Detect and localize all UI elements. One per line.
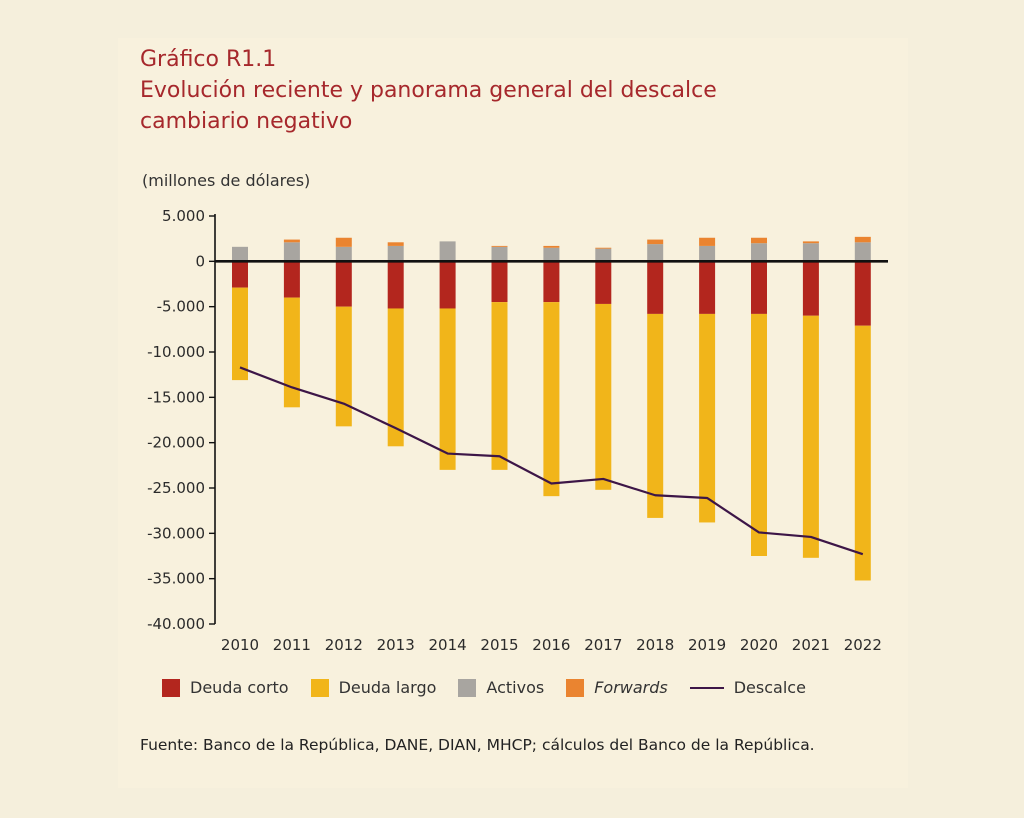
bar-deuda-corto-2016	[543, 261, 560, 303]
bar-activos-2020	[751, 243, 767, 262]
x-tick-label: 2022	[844, 636, 882, 654]
source-note: Fuente: Banco de la República, DANE, DIA…	[140, 736, 815, 754]
bar-deuda-largo-2021	[802, 315, 819, 558]
bar-activos-2016	[543, 247, 560, 262]
x-tick-label: 2017	[584, 636, 622, 654]
bar-activos-2018	[647, 244, 664, 262]
stacked-bar-chart: 5.000 0 -5.000 -10.000 -15.000 -20.000 -25.000…	[147, 207, 888, 654]
y-tick-label: -40.000	[147, 615, 205, 633]
bar-deuda-corto-2011	[283, 261, 300, 298]
figure-header: Gráfico R1.1 Evolución reciente y panora…	[140, 44, 717, 137]
bar-forwards-2011	[283, 239, 300, 243]
legend-label-forwards: Forwards	[594, 678, 668, 697]
bar-deuda-largo-2014	[439, 308, 456, 470]
bar-activos-2019	[699, 245, 716, 262]
x-tick-label: 2010	[221, 636, 259, 654]
bar-deuda-corto-2019	[699, 261, 716, 314]
y-tick-label: -10.000	[147, 343, 205, 361]
y-tick-label: -15.000	[147, 388, 205, 406]
legend-label-deuda-corto: Deuda corto	[190, 678, 289, 697]
bar-forwards-2016	[543, 245, 560, 248]
legend-item-deuda-largo: Deuda largo	[310, 678, 437, 697]
bar-activos-2010	[232, 246, 248, 262]
bar-deuda-corto-2021	[802, 261, 819, 316]
legend-swatch-forwards	[566, 678, 585, 697]
bar-deuda-largo-2017	[595, 303, 612, 490]
bar-deuda-largo-2020	[751, 313, 767, 556]
figure-title-line1: Evolución reciente y panorama general de…	[140, 78, 717, 103]
bar-deuda-largo-2011	[283, 297, 300, 408]
bar-deuda-corto-2012	[335, 261, 352, 307]
x-tick-label: 2021	[792, 636, 830, 654]
legend-label-deuda-largo: Deuda largo	[338, 678, 437, 697]
x-tick-label: 2019	[688, 636, 726, 654]
bar-deuda-largo-2010	[232, 287, 248, 381]
bar-forwards-2012	[335, 237, 352, 247]
bar-deuda-corto-2013	[387, 261, 404, 309]
bar-deuda-largo-2016	[543, 302, 560, 497]
bar-activos-2015	[491, 246, 508, 262]
bar-forwards-2017	[595, 247, 612, 249]
legend-item-activos: Activos	[458, 678, 544, 697]
bar-forwards-2015	[491, 245, 508, 247]
y-tick-label: -20.000	[147, 434, 205, 452]
y-tick-label: -30.000	[147, 524, 205, 542]
x-tick-label: 2011	[273, 636, 311, 654]
figure-label: Gráfico R1.1	[140, 47, 277, 72]
bar-deuda-largo-2018	[647, 313, 664, 518]
figure: Gráfico R1.1 Evolución reciente y panora…	[118, 38, 908, 788]
x-tick-label: 2020	[740, 636, 778, 654]
bar-forwards-2022	[854, 236, 871, 243]
y-tick-label: -25.000	[147, 479, 205, 497]
x-tick-label: 2012	[325, 636, 363, 654]
bar-activos-2013	[387, 245, 404, 262]
bar-activos-2022	[854, 242, 871, 262]
legend-swatch-deuda-corto	[162, 678, 180, 697]
x-tick-label: 2016	[532, 636, 570, 654]
bar-deuda-corto-2022	[854, 261, 871, 326]
bar-deuda-corto-2010	[232, 261, 248, 288]
y-tick-label: 0	[195, 252, 205, 270]
legend: Deuda corto Deuda largo Activos Forwards…	[162, 678, 828, 697]
bar-deuda-largo-2015	[491, 302, 508, 470]
x-tick-label: 2013	[377, 636, 415, 654]
bar-forwards-2013	[387, 242, 404, 246]
bar-deuda-largo-2019	[699, 313, 716, 523]
bar-deuda-corto-2014	[439, 261, 456, 309]
legend-swatch-activos	[458, 678, 477, 697]
bar-deuda-corto-2015	[491, 261, 508, 303]
legend-swatch-descalce	[689, 686, 724, 689]
bar-forwards-2021	[802, 241, 819, 244]
x-tick-label: 2014	[429, 636, 467, 654]
bar-deuda-corto-2018	[647, 261, 664, 314]
legend-swatch-deuda-largo	[310, 678, 329, 697]
bar-deuda-corto-2020	[751, 261, 767, 314]
legend-item-deuda-corto: Deuda corto	[162, 678, 289, 697]
legend-label-descalce: Descalce	[733, 678, 806, 697]
bar-activos-2021	[802, 243, 819, 262]
line-descalce	[239, 366, 864, 556]
legend-item-forwards: Forwards	[566, 678, 668, 697]
legend-label-activos: Activos	[486, 678, 545, 697]
bar-activos-2011	[283, 242, 300, 262]
x-tick-label: 2015	[480, 636, 518, 654]
bar-deuda-largo-2013	[387, 308, 404, 447]
y-axis-units: (millones de dólares)	[142, 171, 311, 190]
bar-forwards-2020	[751, 237, 767, 244]
legend-item-descalce: Descalce	[689, 678, 806, 697]
bar-forwards-2019	[699, 237, 716, 246]
bar-forwards-2018	[647, 239, 664, 245]
bar-activos-2017	[595, 248, 612, 262]
x-tick-label: 2018	[636, 636, 674, 654]
y-tick-label: 5.000	[162, 207, 205, 225]
y-tick-label: -5.000	[157, 298, 205, 316]
figure-title-line2: cambiario negativo	[140, 109, 353, 134]
bar-deuda-corto-2017	[595, 261, 612, 304]
bar-deuda-largo-2012	[335, 306, 352, 427]
bar-activos-2012	[335, 246, 352, 262]
y-tick-label: -35.000	[147, 570, 205, 588]
bar-activos-2014	[439, 241, 456, 262]
bar-deuda-largo-2022	[854, 325, 871, 581]
